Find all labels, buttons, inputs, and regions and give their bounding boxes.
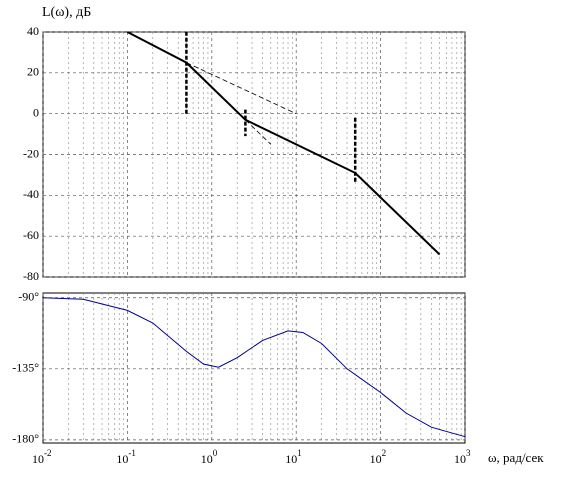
x-tick-exponent: 0 [213,448,218,458]
series-line [245,119,272,145]
plot-frame [42,292,466,444]
y-tick-label: -90° [18,289,39,303]
x-tick-label: 10 [201,452,213,466]
y-tick-label: 40 [27,24,39,38]
series-line [42,297,466,438]
y-tick-label: 0 [33,105,39,119]
x-tick-exponent: -1 [128,448,136,458]
x-axis-label: ω, рад/сек [488,450,544,465]
x-tick-label: 10 [454,452,466,466]
series-line [126,31,441,256]
y-tick-label: -180° [12,432,39,446]
y-tick-label: -20 [23,146,39,160]
y-tick-label: 20 [27,65,39,79]
x-tick-exponent: 3 [466,448,471,458]
x-tick-label: 10 [32,452,44,466]
y-tick-label: -40 [23,187,39,201]
x-tick-exponent: 2 [382,448,387,458]
x-tick-exponent: 1 [297,448,302,458]
y-tick-label: -135° [12,361,39,375]
y-tick-label: -80 [23,269,39,283]
x-tick-label: 10 [370,452,382,466]
x-tick-exponent: -2 [44,448,52,458]
x-tick-label: 10 [116,452,128,466]
y-tick-label: -60 [23,228,39,242]
y-axis-label: L(ω), дБ [42,5,91,20]
series-line [186,62,297,115]
x-tick-label: 10 [285,452,297,466]
